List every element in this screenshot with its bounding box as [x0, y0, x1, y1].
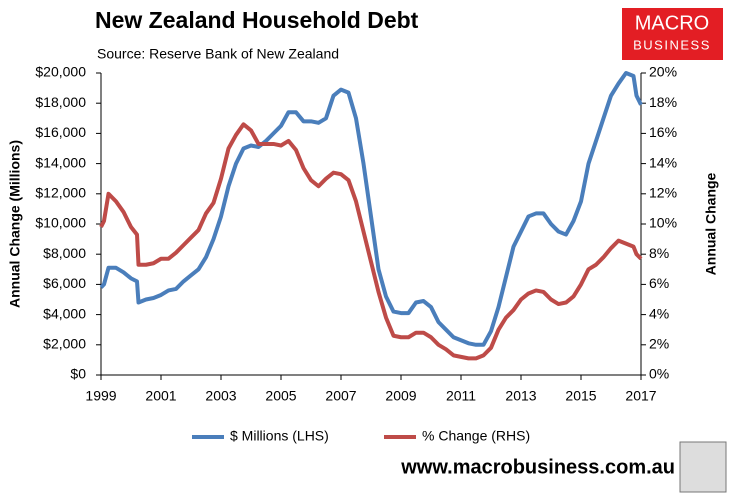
y2-tick-label: 18%: [649, 94, 677, 110]
y2-tick-label: 20%: [649, 64, 677, 80]
y-tick-label: $10,000: [35, 215, 86, 231]
x-tick-label: 2017: [625, 388, 656, 404]
website: www.macrobusiness.com.au: [400, 456, 675, 478]
y-tick-label: $0: [70, 366, 86, 382]
y-tick-label: $14,000: [35, 154, 86, 170]
x-tick-label: 2013: [505, 388, 536, 404]
logo: [622, 8, 723, 60]
fox-icon: [679, 441, 727, 493]
y2-tick-label: 0%: [649, 366, 669, 382]
y2-tick-label: 16%: [649, 124, 677, 140]
logo-text: MACRO: [635, 12, 709, 34]
y-tick-label: $6,000: [43, 275, 86, 291]
legend-label: $ Millions (LHS): [230, 428, 329, 444]
x-tick-label: 2009: [385, 388, 416, 404]
y-tick-label: $12,000: [35, 185, 86, 201]
y2-tick-label: 4%: [649, 305, 669, 321]
x-tick-label: 2003: [205, 388, 236, 404]
y2-tick-label: 14%: [649, 154, 677, 170]
logo-text: BUSINESS: [633, 37, 711, 52]
x-tick-label: 2007: [325, 388, 356, 404]
y-tick-label: $2,000: [43, 336, 86, 352]
y-tick-label: $16,000: [35, 124, 86, 140]
x-tick-label: 2001: [145, 388, 176, 404]
x-tick-label: 1999: [85, 388, 116, 404]
y2-axis-label: Annual Change: [703, 172, 719, 275]
y2-tick-label: 12%: [649, 185, 677, 201]
data-line: [99, 122, 643, 361]
y-tick-label: $18,000: [35, 94, 86, 110]
legend-label: % Change (RHS): [422, 428, 530, 444]
y2-tick-label: 8%: [649, 245, 669, 261]
y2-tick-label: 6%: [649, 275, 669, 291]
y2-tick-label: 10%: [649, 215, 677, 231]
x-tick-label: 2015: [565, 388, 596, 404]
y-tick-label: $20,000: [35, 64, 86, 80]
chart-title: New Zealand Household Debt: [95, 7, 419, 33]
y2-tick-label: 2%: [649, 336, 669, 352]
x-tick-label: 2011: [446, 388, 476, 404]
y-tick-label: $4,000: [43, 305, 86, 321]
y-axis-label: Annual Change (Millions): [7, 140, 23, 308]
data-line: [99, 71, 643, 347]
y-tick-label: $8,000: [43, 245, 86, 261]
chart-subtitle: Source: Reserve Bank of New Zealand: [97, 46, 339, 62]
x-tick-label: 2005: [265, 388, 296, 404]
